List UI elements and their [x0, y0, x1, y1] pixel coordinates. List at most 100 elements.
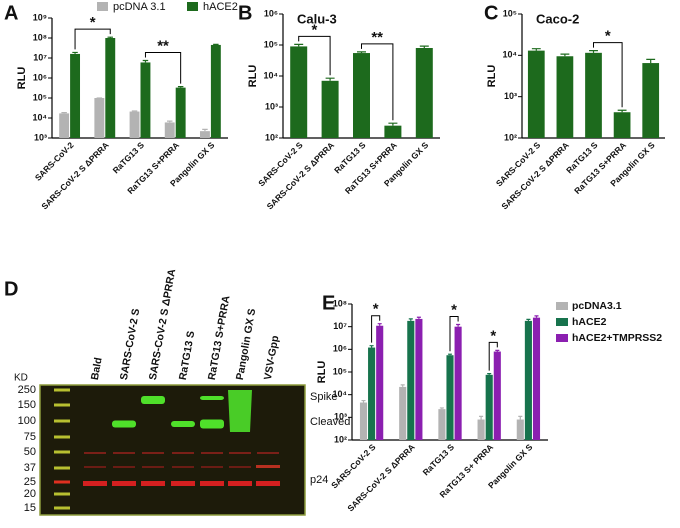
bar: [516, 419, 524, 440]
error-bar: [617, 109, 627, 113]
lane-label: RaTG13 S: [177, 330, 197, 381]
bar: [359, 402, 368, 440]
y-tick-label: 10⁴: [33, 112, 47, 122]
band-p24: [228, 481, 252, 486]
ladder-band: [54, 492, 70, 496]
x-tick-label: SARS-CoV-2 S ΔPRRA: [345, 442, 417, 514]
error-bar: [142, 59, 149, 63]
error-bar: [294, 43, 304, 47]
band-faint: [229, 466, 251, 468]
bar: [415, 48, 433, 138]
chart-title: Caco-2: [536, 11, 579, 26]
significance-label: **: [371, 29, 383, 46]
lane-label: Bald: [89, 357, 105, 382]
error-bar: [177, 86, 184, 88]
error-bar: [447, 353, 453, 356]
significance-label: *: [373, 301, 379, 318]
legend-label: hACE2: [572, 316, 607, 328]
bar: [94, 98, 105, 138]
error-bar: [419, 45, 429, 49]
ladder-band: [54, 403, 70, 407]
band-faint: [113, 452, 135, 454]
bar: [129, 111, 140, 138]
bar: [353, 53, 370, 139]
significance-bracket: [144, 51, 182, 84]
band-faint: [172, 466, 194, 468]
significance-label: *: [90, 14, 96, 31]
error-bar: [416, 316, 421, 319]
y-tick-label: 10⁵: [333, 366, 347, 376]
legend-swatch: [556, 334, 568, 342]
bar: [485, 374, 493, 440]
bar: [70, 53, 81, 138]
band-faint: [142, 452, 164, 454]
ladder-band: [54, 466, 70, 470]
ladder-band: [54, 388, 70, 392]
error-bar: [456, 323, 461, 327]
band-faint: [142, 466, 164, 468]
marker-label: 150: [18, 399, 36, 411]
x-tick-label: RaTG13 S+PRRA: [572, 140, 628, 196]
y-tick-label: 10⁸: [333, 298, 347, 308]
band-faint: [172, 452, 194, 454]
significance-label: *: [311, 21, 317, 38]
significance-bracket: [298, 35, 331, 76]
bar: [210, 44, 221, 139]
bar: [376, 325, 384, 440]
band-faint: [113, 466, 135, 468]
band-faint: [201, 452, 223, 454]
band-p24: [171, 481, 195, 486]
bar: [524, 320, 532, 440]
bar: [477, 419, 485, 440]
y-tick-label: 10⁵: [503, 8, 517, 18]
bar: [368, 347, 376, 440]
error-bar: [213, 43, 219, 45]
band-label: Spike: [310, 391, 338, 403]
y-tick-label: 10⁶: [33, 72, 47, 82]
legend-label: pcDNA 3.1: [113, 1, 166, 13]
band-p24: [112, 481, 136, 486]
error-bar: [526, 318, 531, 321]
band-faint: [201, 466, 223, 468]
significance-bracket: [593, 42, 623, 108]
y-tick-label: 10²: [265, 132, 278, 142]
bar: [399, 386, 407, 440]
band-faint: [256, 465, 280, 468]
bar: [438, 409, 446, 440]
error-bar: [61, 112, 67, 114]
y-tick-label: 10³: [334, 412, 347, 422]
error-bar: [518, 415, 523, 420]
band-p24: [83, 481, 107, 486]
marker-label: 20: [24, 488, 36, 500]
y-tick-label: 10⁶: [264, 8, 278, 18]
error-bar: [357, 51, 366, 54]
lane-label: Pangolin GX S: [234, 308, 258, 381]
y-tick-label: 10⁵: [264, 39, 278, 49]
legend-label: pcDNA3.1: [572, 300, 622, 312]
legend-swatch: [187, 2, 198, 11]
error-bar: [388, 122, 398, 126]
bar: [175, 87, 186, 138]
bar: [140, 62, 151, 138]
legend-label: hACE2+TMPRSS2: [572, 332, 662, 344]
significance-label: *: [605, 28, 611, 45]
error-bar: [479, 415, 484, 420]
error-bar: [589, 50, 598, 53]
bar: [585, 52, 602, 138]
error-bar: [534, 315, 539, 318]
y-tick-label: 10³: [504, 91, 517, 101]
band-label: p24: [310, 474, 328, 486]
band-label: Cleaved: [310, 416, 350, 428]
bar: [59, 113, 70, 138]
bar: [532, 317, 541, 440]
significance-label: *: [490, 327, 496, 344]
ladder-band: [54, 435, 70, 439]
bar: [290, 46, 308, 138]
error-bar: [325, 77, 335, 81]
bar: [407, 320, 415, 440]
marker-label: 15: [24, 502, 36, 514]
band-faint: [84, 452, 106, 454]
ladder-band: [54, 450, 70, 454]
error-bar: [495, 349, 500, 352]
